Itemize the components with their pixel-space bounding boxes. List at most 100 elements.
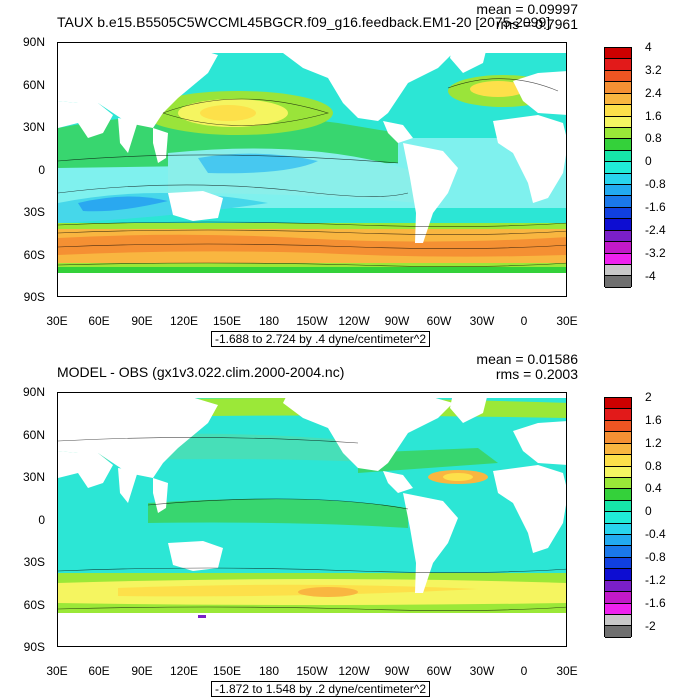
- lon-label: 30E: [46, 664, 68, 678]
- colorbar-label: 2.4: [645, 85, 662, 100]
- lon-label: 90E: [131, 314, 153, 328]
- colorbar-label: -2: [645, 618, 656, 633]
- lon-label: 180: [258, 664, 280, 678]
- colorbar-swatch: [605, 512, 631, 524]
- colorbar-swatch: [605, 150, 631, 163]
- map-panel-2: MODEL - OBS (gx1v3.022.clim.2000-2004.nc…: [0, 350, 700, 700]
- colorbar-swatch: [605, 70, 631, 83]
- colorbar-swatch: [605, 196, 631, 208]
- colorbar-label: 2: [645, 390, 652, 404]
- map-plot: [57, 42, 567, 297]
- colorbar-label: 1.6: [645, 412, 662, 427]
- colorbar-label: -0.8: [645, 550, 666, 564]
- lon-label: 120E: [169, 664, 199, 678]
- map-field: [58, 43, 566, 296]
- colorbar-swatch: [605, 265, 631, 277]
- colorbar-swatch: [605, 82, 631, 94]
- colorbar-swatch: [605, 603, 631, 616]
- colorbar-swatch: [605, 242, 631, 254]
- rms-stat: rms = 0.7961: [495, 16, 578, 32]
- colorbar-swatch: [605, 489, 631, 501]
- colorbar: [604, 47, 632, 288]
- colorbar-label: 1.6: [645, 108, 662, 123]
- lat-label: 90N: [22, 385, 45, 399]
- colorbar-swatch: [605, 398, 631, 410]
- lon-label: 150E: [212, 664, 242, 678]
- colorbar-label: 3.2: [645, 62, 662, 77]
- lon-label: 30E: [556, 314, 578, 328]
- lon-label: 180: [258, 314, 280, 328]
- land-mask: [58, 43, 566, 296]
- lat-label: 30S: [23, 555, 45, 569]
- colorbar-swatch: [605, 219, 631, 231]
- colorbar-swatch: [605, 409, 631, 421]
- colorbar-swatch: [605, 500, 631, 513]
- lon-label: 150W: [296, 314, 328, 328]
- colorbar-swatch: [605, 443, 631, 456]
- colorbar-swatch: [605, 557, 631, 570]
- colorbar-label: 1.2: [645, 435, 662, 450]
- lat-label: 60N: [22, 428, 45, 442]
- colorbar-label: -0.8: [645, 177, 666, 192]
- colorbar-swatch: [605, 432, 631, 444]
- map-title: MODEL - OBS (gx1v3.022.clim.2000-2004.nc…: [57, 364, 345, 380]
- colorbar-swatch: [605, 580, 631, 593]
- lat-label: 60S: [23, 248, 45, 262]
- lon-label: 30E: [556, 664, 578, 678]
- colorbar-swatch: [605, 615, 631, 627]
- colorbar-label: -2.4: [645, 222, 666, 237]
- map-plot: [57, 392, 567, 647]
- colorbar-swatch: [605, 477, 631, 490]
- lon-label: 150W: [296, 664, 328, 678]
- colorbar-label: -0.4: [645, 527, 666, 542]
- map-title: TAUX b.e15.B5505C5WCCML45BGCR.f09_g16.fe…: [57, 14, 551, 30]
- lon-label: 60W: [426, 314, 452, 328]
- colorbar-swatch: [605, 139, 631, 151]
- contour-range-label: -1.688 to 2.724 by .4 dyne/centimeter^2: [211, 331, 431, 347]
- lat-label: 90S: [23, 290, 45, 304]
- map-field: [58, 393, 566, 646]
- colorbar-swatch: [605, 466, 631, 478]
- colorbar-label: 0: [645, 154, 652, 169]
- colorbar-swatch: [605, 173, 631, 186]
- lat-label: 30N: [22, 120, 45, 134]
- colorbar-label: 0.8: [645, 131, 662, 146]
- colorbar-swatch: [605, 276, 631, 288]
- lon-label: 0: [520, 664, 528, 678]
- lon-label: 120W: [338, 664, 370, 678]
- lat-label: 30N: [22, 470, 45, 484]
- lat-label: 90S: [23, 640, 45, 654]
- lon-label: 90W: [384, 314, 410, 328]
- colorbar-swatch: [605, 127, 631, 140]
- colorbar-swatch: [605, 455, 631, 467]
- colorbar-swatch: [605, 253, 631, 266]
- lon-label: 60E: [88, 314, 110, 328]
- colorbar-label: -4: [645, 268, 656, 283]
- lon-label: 0: [520, 314, 528, 328]
- colorbar-swatch: [605, 592, 631, 604]
- colorbar-swatch: [605, 162, 631, 174]
- contour-range-label: -1.872 to 1.548 by .2 dyne/centimeter^2: [211, 681, 431, 697]
- lat-label: 30S: [23, 205, 45, 219]
- colorbar-label: -1.6: [645, 595, 666, 610]
- colorbar-swatch: [605, 93, 631, 106]
- colorbar-label: -3.2: [645, 245, 666, 260]
- colorbar-swatch: [605, 420, 631, 433]
- mean-stat: mean = 0.09997: [476, 1, 578, 17]
- colorbar-swatch: [605, 105, 631, 117]
- colorbar-swatch: [605, 546, 631, 558]
- lon-label: 90W: [384, 664, 410, 678]
- lon-label: 120E: [169, 314, 199, 328]
- colorbar-swatch: [605, 535, 631, 547]
- colorbar: [604, 397, 632, 638]
- colorbar-label: -1.2: [645, 572, 666, 587]
- lon-label: 30W: [469, 664, 495, 678]
- colorbar-swatch: [605, 230, 631, 243]
- lat-label: 0: [38, 163, 45, 177]
- colorbar-swatch: [605, 116, 631, 128]
- lat-label: 0: [38, 513, 45, 527]
- lat-label: 60S: [23, 598, 45, 612]
- lon-label: 90E: [131, 664, 153, 678]
- land-mask: [58, 393, 566, 646]
- lon-label: 60E: [88, 664, 110, 678]
